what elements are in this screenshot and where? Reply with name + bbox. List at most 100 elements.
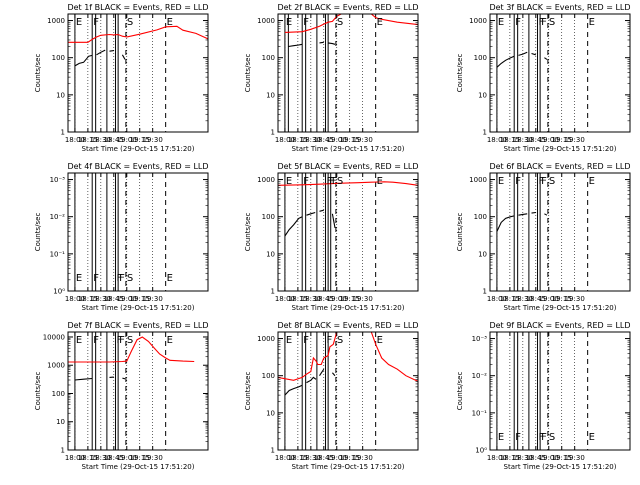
event-label: S bbox=[127, 17, 133, 28]
event-label: F bbox=[541, 17, 547, 28]
event-label: E bbox=[167, 17, 173, 28]
series-events-line bbox=[320, 42, 324, 43]
x-axis-label: Start Time (29-Oct-15 17:51:20) bbox=[82, 304, 195, 312]
event-label: E bbox=[377, 17, 383, 28]
series-events-line bbox=[288, 44, 302, 46]
x-axis-label: Start Time (29-Oct-15 17:51:20) bbox=[82, 145, 195, 153]
x-tick-label: 19:30 bbox=[565, 136, 585, 144]
event-label: F bbox=[541, 176, 547, 187]
y-tick-label: 10⁻¹ bbox=[50, 250, 66, 258]
series-events-line bbox=[544, 214, 547, 215]
event-label: E bbox=[498, 432, 504, 443]
y-tick-label: 1000 bbox=[257, 335, 275, 343]
series-events-line bbox=[285, 217, 302, 236]
y-tick-label: 10⁻³ bbox=[472, 335, 488, 343]
y-tick-label: 10 bbox=[478, 250, 487, 258]
plot-frame bbox=[278, 173, 418, 291]
event-label: F bbox=[327, 335, 333, 346]
x-tick-label: 19:30 bbox=[143, 136, 163, 144]
y-tick-label: 1000 bbox=[47, 17, 65, 25]
x-tick-label: 19:30 bbox=[353, 454, 373, 462]
y-axis-label: Counts/sec bbox=[244, 54, 252, 93]
event-label: F bbox=[515, 17, 521, 28]
x-axis-label: Start Time (29-Oct-15 17:51:20) bbox=[292, 463, 405, 471]
series-lld-line bbox=[278, 182, 418, 186]
series-events-line bbox=[122, 378, 125, 379]
plot-frame bbox=[490, 173, 630, 291]
x-axis-label: Start Time (29-Oct-15 17:51:20) bbox=[292, 304, 405, 312]
panel-title: Det 3f BLACK = Events, RED = LLD bbox=[489, 3, 630, 12]
event-label: E bbox=[76, 273, 82, 284]
event-label: F bbox=[515, 432, 521, 443]
event-label: E bbox=[76, 17, 82, 28]
panel-title: Det 1f BLACK = Events, RED = LLD bbox=[67, 3, 208, 12]
event-label: E bbox=[589, 432, 595, 443]
event-label: E bbox=[167, 335, 173, 346]
y-tick-label: 1 bbox=[61, 129, 65, 137]
y-tick-label: 10⁰ bbox=[475, 447, 487, 455]
y-axis-label: Counts/sec bbox=[456, 54, 464, 93]
series-events-line bbox=[519, 214, 528, 215]
y-axis-label: Counts/sec bbox=[244, 372, 252, 411]
event-label: F bbox=[93, 335, 99, 346]
y-tick-label: 100 bbox=[262, 54, 275, 62]
series-events-line bbox=[328, 43, 335, 44]
y-axis-label: Counts/sec bbox=[456, 213, 464, 252]
panel-title: Det 2f BLACK = Events, RED = LLD bbox=[277, 3, 418, 12]
event-label: E bbox=[167, 273, 173, 284]
series-events-line bbox=[75, 379, 92, 381]
x-axis-label: Start Time (29-Oct-15 17:51:20) bbox=[504, 145, 617, 153]
x-tick-label: 19:30 bbox=[353, 136, 373, 144]
event-label: E bbox=[286, 335, 292, 346]
y-tick-label: 1000 bbox=[47, 362, 65, 370]
series-lld-line bbox=[278, 332, 418, 381]
panel-title: Det 7f BLACK = Events, RED = LLD bbox=[67, 321, 208, 330]
y-tick-label: 10 bbox=[266, 91, 275, 99]
event-label: F bbox=[119, 273, 125, 284]
y-tick-label: 100 bbox=[52, 390, 65, 398]
x-tick-label: 19:30 bbox=[143, 295, 163, 303]
y-axis-label: Counts/sec bbox=[34, 372, 42, 411]
y-tick-label: 10 bbox=[56, 91, 65, 99]
y-tick-label: 1 bbox=[271, 288, 275, 296]
event-label: S bbox=[549, 432, 555, 443]
series-events-line bbox=[532, 54, 536, 55]
event-label: F bbox=[515, 176, 521, 187]
series-events-line bbox=[122, 55, 125, 60]
event-label: F bbox=[93, 17, 99, 28]
event-label: E bbox=[286, 17, 292, 28]
event-label: E bbox=[377, 176, 383, 187]
event-label: S bbox=[127, 335, 133, 346]
y-tick-label: 1000 bbox=[469, 176, 487, 184]
event-label: S bbox=[127, 273, 133, 284]
series-events-line bbox=[75, 55, 92, 66]
series-events-line bbox=[497, 216, 514, 232]
plot-frame bbox=[68, 173, 208, 291]
event-label: E bbox=[589, 176, 595, 187]
panel-title: Det 5f BLACK = Events, RED = LLD bbox=[277, 162, 418, 171]
event-label: F bbox=[93, 273, 99, 284]
y-tick-label: 100 bbox=[474, 54, 487, 62]
panel-title: Det 9f BLACK = Events, RED = LLD bbox=[489, 321, 630, 330]
x-tick-label: 19:30 bbox=[143, 454, 163, 462]
y-axis-label: Counts/sec bbox=[34, 54, 42, 93]
x-axis-label: Start Time (29-Oct-15 17:51:20) bbox=[292, 145, 405, 153]
y-tick-label: 100 bbox=[474, 213, 487, 221]
y-axis-label: Counts/sec bbox=[34, 213, 42, 252]
event-label: F bbox=[119, 335, 125, 346]
panel-title: Det 8f BLACK = Events, RED = LLD bbox=[277, 321, 418, 330]
y-tick-label: 1000 bbox=[469, 17, 487, 25]
y-tick-label: 100 bbox=[262, 372, 275, 380]
series-events-line bbox=[332, 373, 335, 376]
event-label: E bbox=[498, 17, 504, 28]
series-events-line bbox=[544, 58, 547, 60]
